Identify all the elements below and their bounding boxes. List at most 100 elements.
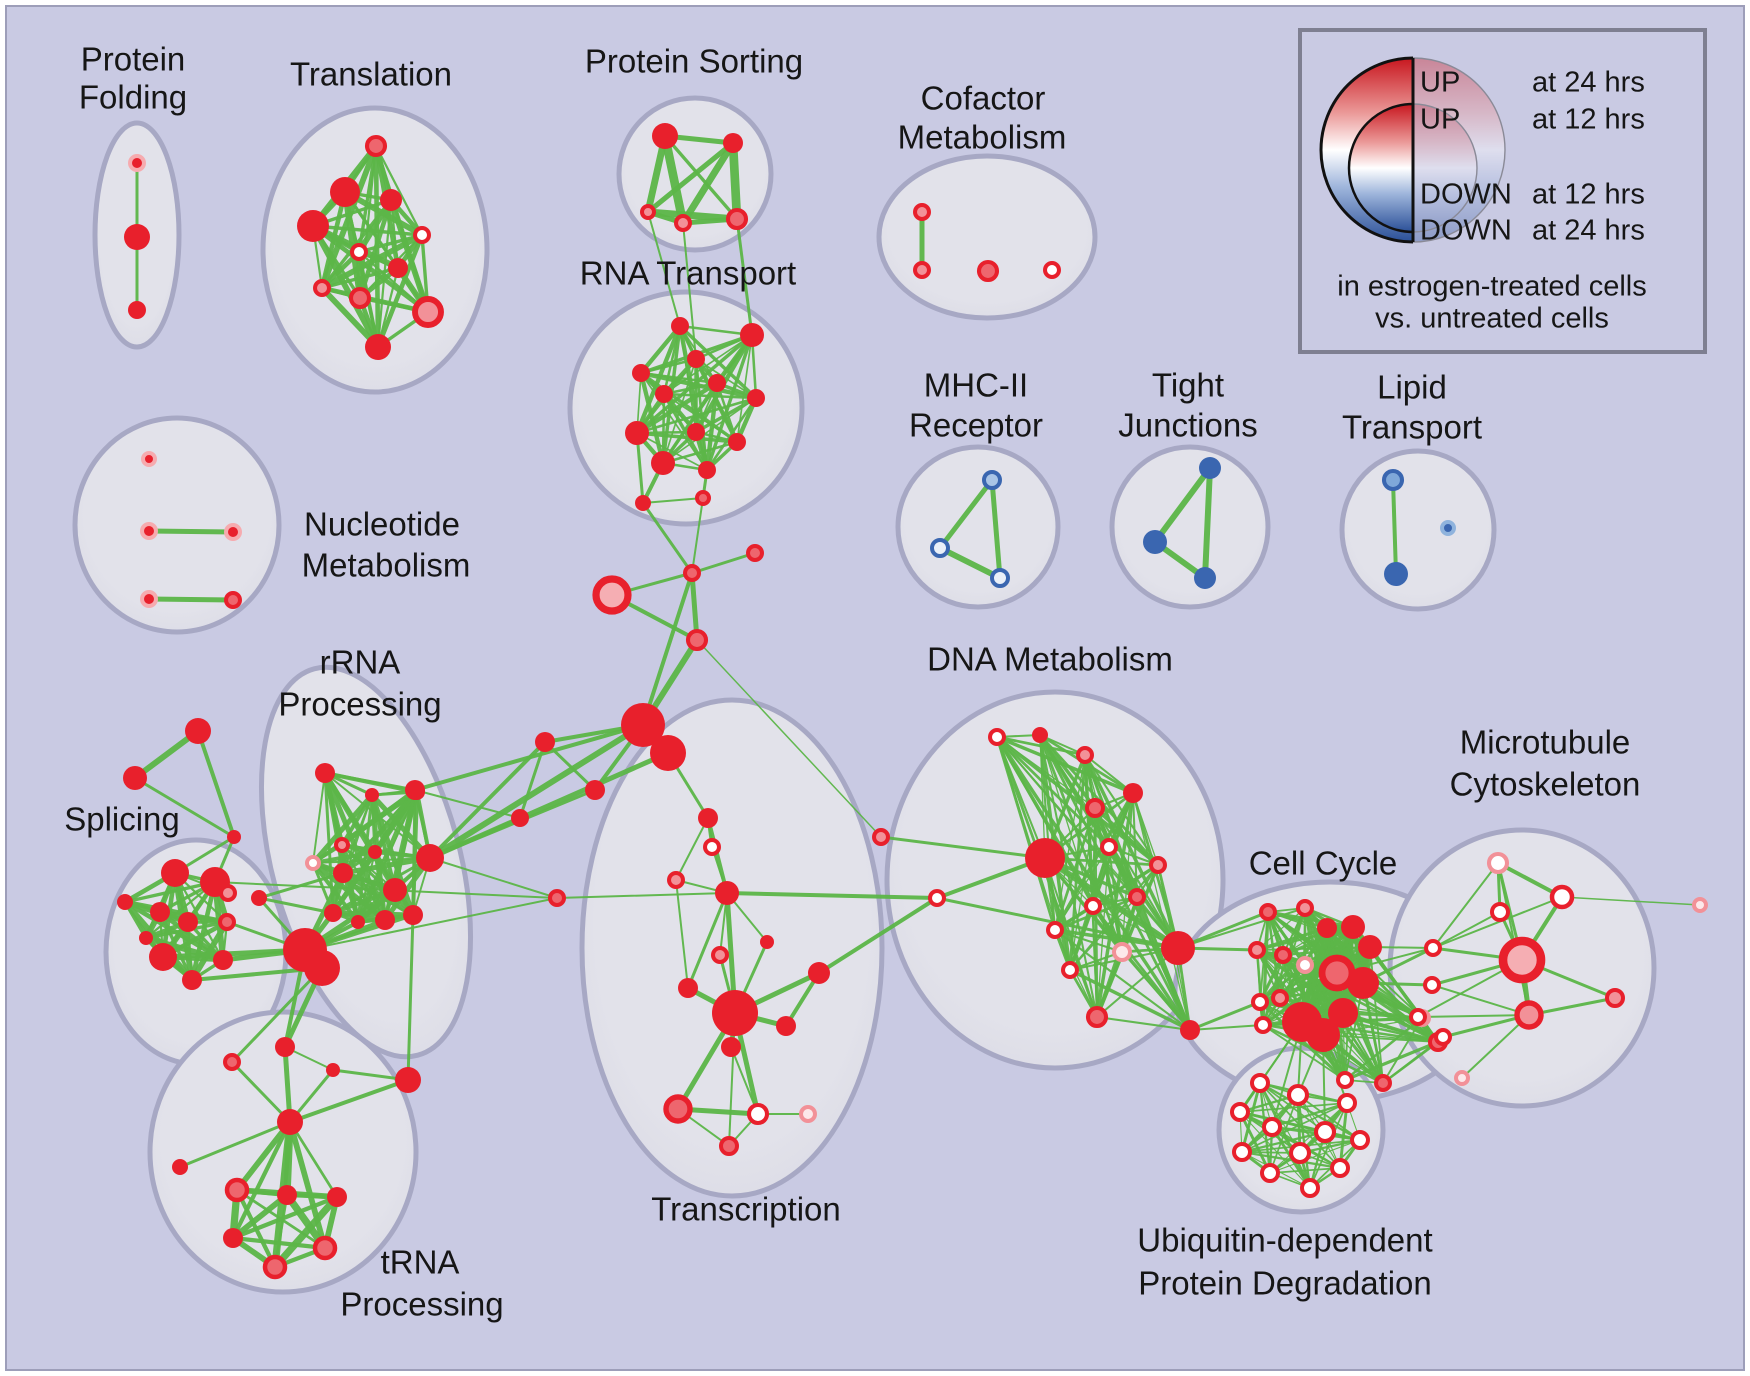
- network-node-dm-1: [928, 889, 946, 907]
- network-edge: [133, 776, 236, 839]
- network-node-cn-6: [535, 732, 555, 752]
- network-node-cc-5: [1248, 941, 1266, 959]
- network-node-cm-0: [913, 203, 931, 221]
- network-edge: [132, 728, 201, 781]
- network-node-rr-8: [416, 844, 444, 872]
- network-node-dm-5: [1123, 783, 1143, 803]
- network-node-tc-0: [698, 808, 718, 828]
- network-node-nm-0: [141, 451, 157, 467]
- network-edge: [675, 817, 709, 881]
- network-node-dm-9: [1149, 856, 1167, 874]
- cluster-label-rr: rRNA: [320, 644, 401, 681]
- network-edge-clique: [411, 788, 417, 917]
- network-node-cc-11: [1347, 967, 1379, 999]
- network-edge-link: [647, 211, 681, 327]
- network-node-sp-6: [149, 943, 177, 971]
- cluster-ellipses-layer: [72, 95, 1657, 1295]
- network-edge-link: [428, 740, 547, 860]
- network-node-tc-6: [678, 978, 698, 998]
- network-node-tc-11: [663, 1094, 693, 1124]
- network-node-tr-0: [364, 134, 388, 158]
- network-edge-clique: [1256, 907, 1306, 951]
- network-node-mc-7: [1498, 936, 1546, 984]
- network-edge-clique: [319, 232, 425, 291]
- network-edge: [686, 891, 729, 990]
- network-edge: [1561, 896, 1701, 906]
- network-node-rr-13: [405, 780, 425, 800]
- network-node-rt-8: [687, 423, 705, 441]
- network-node-mc-6: [1490, 902, 1510, 922]
- network-node-tj-1: [1143, 530, 1167, 554]
- network-node-rt-1: [740, 323, 764, 347]
- network-node-ub-7: [1232, 1142, 1252, 1162]
- network-node-rr-1: [365, 788, 379, 802]
- network-node-rr-6: [368, 845, 382, 859]
- network-node-pf-1: [124, 224, 150, 250]
- network-node-rr-9: [324, 904, 342, 922]
- network-node-rt-0: [671, 317, 689, 335]
- network-edge-clique: [1239, 1102, 1348, 1113]
- network-edge-clique: [312, 772, 326, 864]
- network-node-sp-10: [117, 894, 133, 910]
- cluster-label-lt: Lipid: [1377, 369, 1447, 406]
- network-node-dm-2: [988, 728, 1006, 746]
- network-node-mc-11: [1454, 1070, 1470, 1086]
- network-edge-clique: [662, 392, 758, 400]
- network-edge-clique: [695, 358, 757, 399]
- network-node-cm-1: [913, 261, 931, 279]
- legend-row-time-0: at 24 hrs: [1532, 67, 1645, 99]
- cluster-ellipse-mh: [895, 444, 1061, 610]
- network-node-rr-0: [315, 763, 335, 783]
- network-node-ps-0: [652, 123, 678, 149]
- network-node-tc-3: [715, 881, 739, 905]
- network-node-rt-7: [625, 421, 649, 445]
- network-edge-link: [556, 892, 728, 899]
- legend-row-time-1: at 12 hrs: [1532, 104, 1645, 136]
- network-node-mc-4: [1486, 851, 1510, 875]
- network-edge-clique: [320, 266, 400, 290]
- network-edge-clique: [1053, 928, 1192, 1032]
- network-node-tn-8: [327, 1187, 347, 1207]
- cluster-label-sp: Splicing: [64, 801, 180, 838]
- network-node-cc-2: [1317, 918, 1337, 938]
- network-node-dm-13: [1112, 942, 1132, 962]
- network-node-tr-2: [380, 189, 402, 211]
- network-edge-clique: [376, 266, 400, 349]
- network-edge-clique: [1083, 753, 1135, 795]
- network-edge: [1432, 911, 1501, 949]
- network-edge: [1152, 465, 1213, 545]
- network-edge-link: [406, 913, 415, 1082]
- network-edge-clique: [1269, 1102, 1348, 1174]
- network-node-cn-7: [585, 780, 605, 800]
- network-edge-clique: [1132, 792, 1191, 1031]
- network-node-tn-6: [224, 1177, 250, 1203]
- network-edge-clique: [319, 285, 381, 350]
- network-node-tc-9: [776, 1016, 796, 1036]
- network-edge-clique: [310, 792, 375, 866]
- network-node-dm-11: [1084, 897, 1102, 915]
- network-node-dm-17: [1180, 1020, 1200, 1040]
- network-node-st-1: [123, 766, 147, 790]
- network-node-pf-2: [128, 301, 146, 319]
- network-edge: [1417, 1014, 1530, 1018]
- network-edge-clique: [123, 880, 217, 904]
- cluster-ellipse-cm: [876, 153, 1098, 321]
- network-node-rr-7: [383, 878, 407, 902]
- network-node-tc-14: [719, 1136, 739, 1156]
- network-node-nm-4: [224, 591, 242, 609]
- network-node-cn-0: [683, 564, 701, 582]
- network-node-mh-2: [990, 568, 1010, 588]
- network-node-sp-4: [218, 913, 236, 931]
- network-node-rt-2: [687, 350, 705, 368]
- cluster-label-ub: Ubiquitin-dependent: [1137, 1222, 1432, 1259]
- network-edge: [146, 596, 236, 603]
- cluster-label-mh: Receptor: [909, 407, 1043, 444]
- network-node-tr-6: [388, 258, 408, 278]
- network-edge-clique: [663, 393, 738, 443]
- network-edge-clique: [342, 789, 416, 874]
- cluster-label-tj: Tight: [1152, 367, 1224, 404]
- network-edge: [1391, 478, 1398, 576]
- network-edge-clique: [636, 432, 708, 471]
- network-edge-clique: [1269, 1139, 1361, 1174]
